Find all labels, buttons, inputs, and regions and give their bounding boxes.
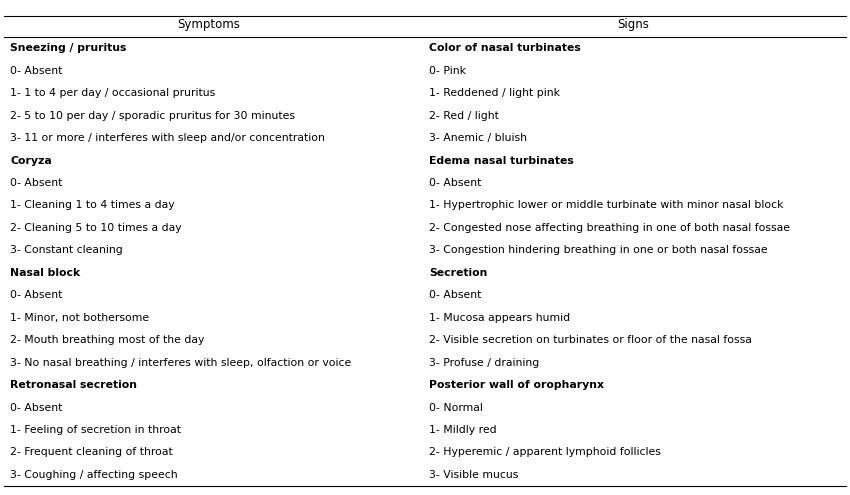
Text: Signs: Signs: [617, 18, 649, 31]
Text: Nasal block: Nasal block: [10, 268, 80, 278]
Text: 2- Mouth breathing most of the day: 2- Mouth breathing most of the day: [10, 335, 205, 345]
Text: 1- Minor, not bothersome: 1- Minor, not bothersome: [10, 313, 150, 323]
Text: Coryza: Coryza: [10, 155, 52, 166]
Text: 2- Red / light: 2- Red / light: [429, 111, 499, 121]
Text: 3- 11 or more / interferes with sleep and/or concentration: 3- 11 or more / interferes with sleep an…: [10, 133, 325, 143]
Text: 2- Frequent cleaning of throat: 2- Frequent cleaning of throat: [10, 447, 173, 457]
Text: 1- Cleaning 1 to 4 times a day: 1- Cleaning 1 to 4 times a day: [10, 200, 175, 210]
Text: 0- Absent: 0- Absent: [10, 66, 63, 76]
Text: 0- Pink: 0- Pink: [429, 66, 467, 76]
Text: 1- Mucosa appears humid: 1- Mucosa appears humid: [429, 313, 570, 323]
Text: 3- Constant cleaning: 3- Constant cleaning: [10, 246, 123, 255]
Text: 0- Absent: 0- Absent: [10, 290, 63, 300]
Text: 2- Cleaning 5 to 10 times a day: 2- Cleaning 5 to 10 times a day: [10, 223, 182, 233]
Text: 3- Congestion hindering breathing in one or both nasal fossae: 3- Congestion hindering breathing in one…: [429, 246, 768, 255]
Text: Symptoms: Symptoms: [177, 18, 240, 31]
Text: Posterior wall of oropharynx: Posterior wall of oropharynx: [429, 380, 604, 390]
Text: 3- Coughing / affecting speech: 3- Coughing / affecting speech: [10, 470, 178, 480]
Text: 0- Absent: 0- Absent: [429, 290, 482, 300]
Text: 3- Visible mucus: 3- Visible mucus: [429, 470, 518, 480]
Text: 0- Absent: 0- Absent: [10, 402, 63, 412]
Text: 0- Absent: 0- Absent: [429, 178, 482, 188]
Text: 1- Hypertrophic lower or middle turbinate with minor nasal block: 1- Hypertrophic lower or middle turbinat…: [429, 200, 784, 210]
Text: 1- 1 to 4 per day / occasional pruritus: 1- 1 to 4 per day / occasional pruritus: [10, 88, 215, 98]
Text: 2- Congested nose affecting breathing in one of both nasal fossae: 2- Congested nose affecting breathing in…: [429, 223, 790, 233]
Text: 2- Hyperemic / apparent lymphoid follicles: 2- Hyperemic / apparent lymphoid follicl…: [429, 447, 661, 457]
Text: Color of nasal turbinates: Color of nasal turbinates: [429, 44, 581, 53]
Text: 3- No nasal breathing / interferes with sleep, olfaction or voice: 3- No nasal breathing / interferes with …: [10, 357, 351, 368]
Text: 1- Reddened / light pink: 1- Reddened / light pink: [429, 88, 560, 98]
Text: Edema nasal turbinates: Edema nasal turbinates: [429, 155, 574, 166]
Text: 3- Anemic / bluish: 3- Anemic / bluish: [429, 133, 527, 143]
Text: 1- Feeling of secretion in throat: 1- Feeling of secretion in throat: [10, 425, 181, 435]
Text: 0- Absent: 0- Absent: [10, 178, 63, 188]
Text: 2- 5 to 10 per day / sporadic pruritus for 30 minutes: 2- 5 to 10 per day / sporadic pruritus f…: [10, 111, 295, 121]
Text: 1- Mildly red: 1- Mildly red: [429, 425, 497, 435]
Text: Retronasal secretion: Retronasal secretion: [10, 380, 137, 390]
Text: 0- Normal: 0- Normal: [429, 402, 483, 412]
Text: 2- Visible secretion on turbinates or floor of the nasal fossa: 2- Visible secretion on turbinates or fl…: [429, 335, 752, 345]
Text: Sneezing / pruritus: Sneezing / pruritus: [10, 44, 127, 53]
Text: 3- Profuse / draining: 3- Profuse / draining: [429, 357, 540, 368]
Text: Secretion: Secretion: [429, 268, 488, 278]
